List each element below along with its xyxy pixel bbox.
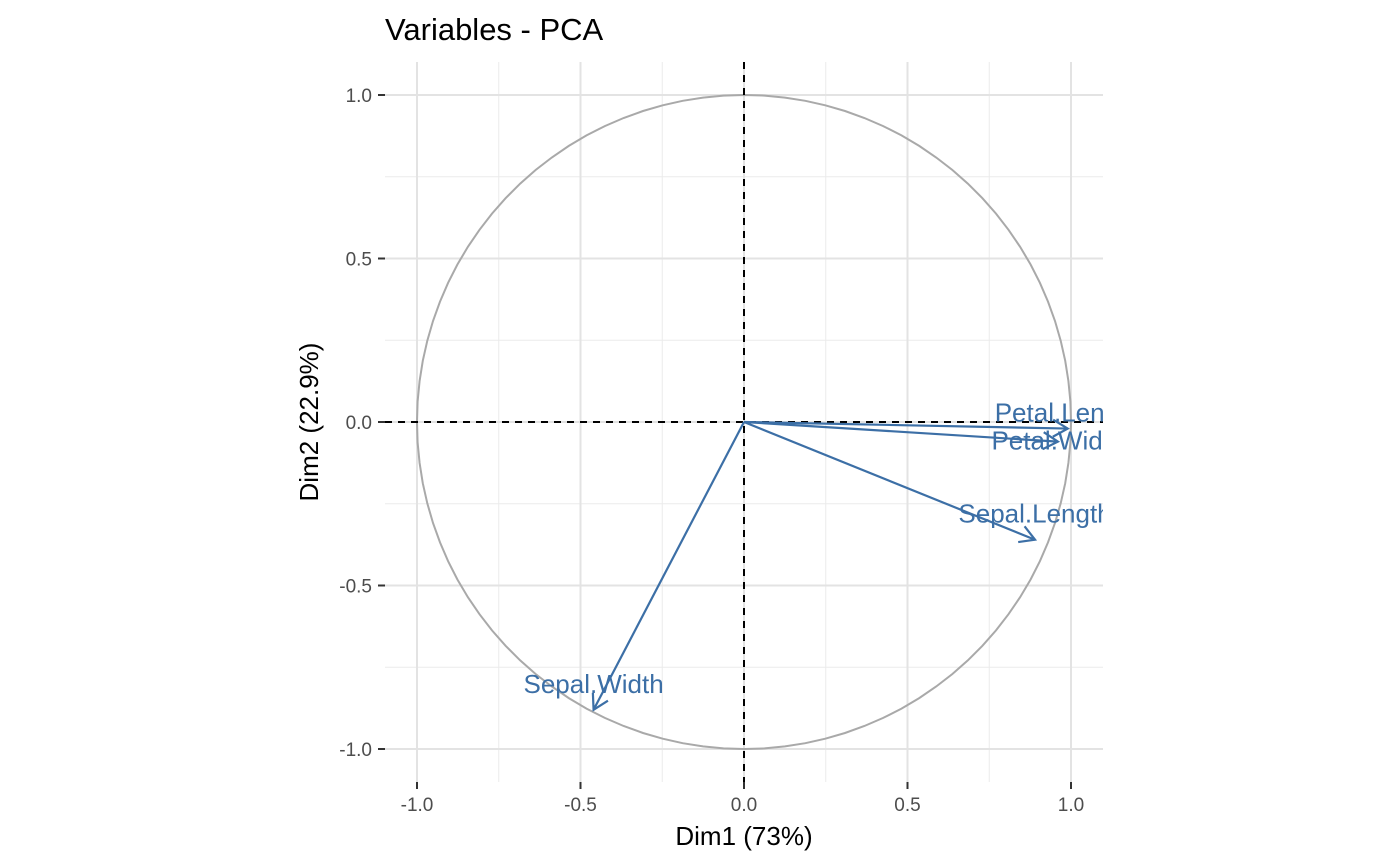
variable-arrow bbox=[743, 420, 1068, 430]
variable-label: Sepal.Length bbox=[958, 499, 1111, 529]
variable-label: Petal.Width bbox=[991, 426, 1124, 456]
variable-label: Petal.Length bbox=[995, 398, 1141, 428]
x-tick-label: -0.5 bbox=[564, 795, 597, 816]
variable-arrowhead bbox=[1042, 431, 1061, 451]
x-tick-label: -1.0 bbox=[401, 795, 434, 816]
chart-title: Variables - PCA bbox=[385, 12, 604, 47]
variable-arrow bbox=[743, 420, 1036, 541]
y-tick-label: 0.0 bbox=[346, 413, 372, 434]
y-tick-label: -0.5 bbox=[339, 577, 372, 598]
variable-arrowhead bbox=[1018, 525, 1038, 544]
variable-arrow bbox=[743, 420, 1058, 443]
variable-arrow bbox=[592, 421, 745, 711]
y-tick-label: -1.0 bbox=[339, 740, 372, 761]
axes: -1.0 -1.0 -0.5 -0.5 0.0 0.0 0.5 0.5 1.0 1.0 bbox=[339, 86, 1084, 816]
y-tick-label: 1.0 bbox=[346, 86, 372, 107]
plot-area: Sepal.Length Sepal.Width Petal.LengthPetal… bbox=[385, 62, 1141, 782]
variable-arrowhead bbox=[591, 692, 609, 712]
x-tick-label: 0.0 bbox=[731, 795, 757, 816]
y-tick-label: 0.5 bbox=[346, 250, 372, 271]
variable-arrowhead bbox=[1052, 418, 1070, 438]
x-tick-label: 1.0 bbox=[1058, 795, 1084, 816]
x-axis-title: Dim1 (73%) bbox=[675, 821, 812, 851]
y-axis-title: Dim2 (22.9%) bbox=[294, 343, 324, 502]
variable-label: Sepal.Width bbox=[523, 669, 663, 699]
x-tick-label: 0.5 bbox=[894, 795, 920, 816]
